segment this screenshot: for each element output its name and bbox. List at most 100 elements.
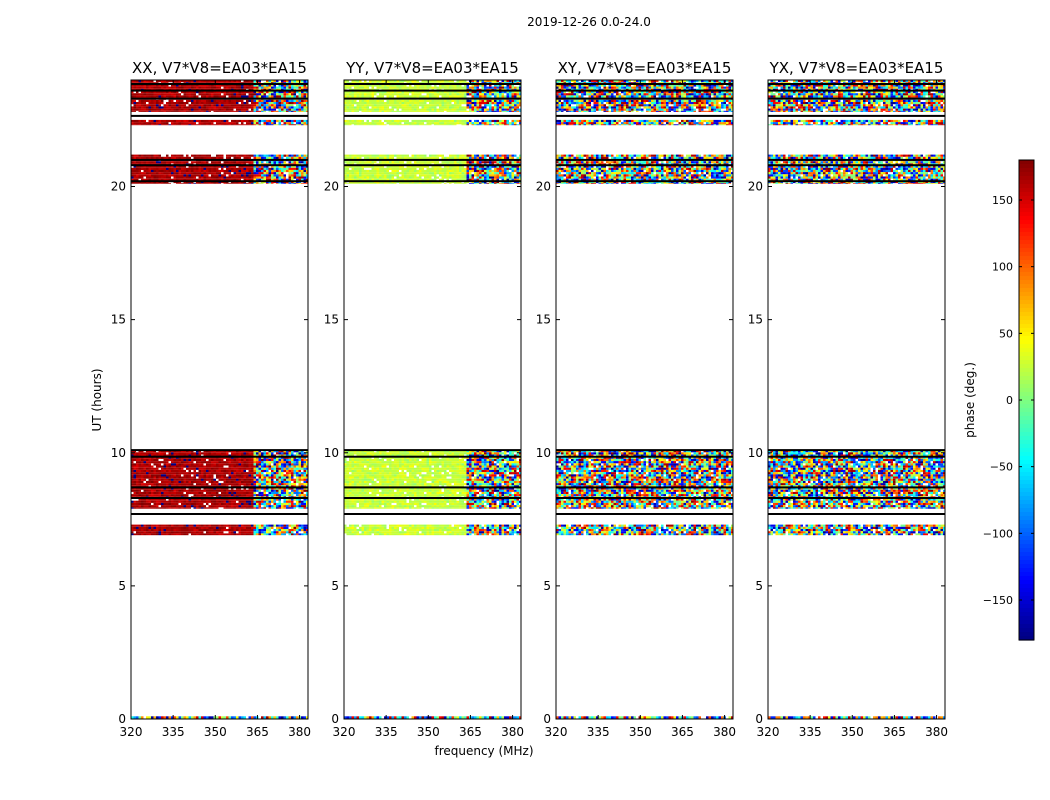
phase-cell (158, 489, 161, 492)
phase-cell (283, 531, 286, 534)
phase-cell (248, 716, 251, 719)
phase-cell (248, 529, 251, 532)
phase-cell (171, 469, 174, 473)
phase-cell (153, 476, 156, 479)
phase-cell (361, 450, 364, 453)
phase-cell (263, 86, 266, 89)
phase-cell (231, 458, 234, 462)
phase-cell (186, 172, 189, 175)
phase-cell (183, 489, 186, 492)
phase-cell (198, 507, 201, 509)
phase-cell (193, 456, 196, 459)
phase-cell (306, 502, 309, 506)
phase-cell (276, 487, 279, 490)
phase-cell (186, 483, 189, 486)
phase-cell (221, 505, 224, 508)
phase-cell (486, 533, 489, 536)
phase-cell (151, 498, 154, 501)
phase-cell (253, 483, 256, 486)
phase-cell (203, 533, 206, 536)
phase-cell (173, 502, 176, 506)
phase-cell (351, 533, 354, 536)
phase-cell (444, 450, 447, 453)
phase-cell (283, 524, 286, 527)
phase-cell (141, 450, 144, 453)
phase-cell (246, 491, 249, 495)
phase-cell (436, 450, 439, 453)
phase-cell (291, 124, 294, 126)
phase-cell (168, 498, 171, 501)
phase-cell (258, 469, 261, 473)
phase-cell (203, 154, 206, 157)
phase-cell (223, 483, 226, 486)
phase-cell (266, 476, 269, 479)
phase-cell (293, 80, 296, 83)
phase-cell (306, 472, 309, 475)
phase-cell (306, 461, 309, 464)
phase-cell (178, 450, 181, 453)
phase-cell (226, 183, 229, 184)
phase-cell (173, 86, 176, 89)
phase-cell (278, 531, 281, 534)
phase-cell (414, 533, 417, 536)
phase-cell (281, 99, 284, 102)
phase-cell (221, 176, 224, 179)
phase-cell (278, 172, 281, 175)
phase-cell (419, 450, 422, 453)
phase-cell (301, 174, 304, 177)
phase-cell (233, 524, 236, 527)
phase-cell (446, 524, 449, 527)
phase-cell (301, 183, 304, 184)
phase-cell (454, 450, 457, 453)
phase-cell (256, 494, 259, 497)
phase-cell (278, 108, 281, 111)
phase-cell (198, 478, 201, 481)
phase-cell (494, 529, 497, 532)
phase-cell (211, 452, 214, 455)
phase-cell (158, 99, 161, 102)
phase-cell (266, 174, 269, 177)
phase-cell (173, 487, 176, 490)
phase-cell (504, 524, 507, 527)
phase-cell (168, 463, 171, 466)
phase-cell (233, 183, 236, 184)
phase-cell (243, 106, 246, 109)
phase-cell (133, 80, 136, 83)
phase-cell (288, 531, 291, 534)
phase-cell (133, 478, 136, 481)
phase-cell (171, 716, 174, 719)
phase-cell (376, 533, 379, 536)
phase-cell (201, 507, 204, 509)
phase-cell (506, 533, 509, 536)
phase-cell (213, 491, 216, 495)
phase-cell (236, 524, 239, 527)
phase-cell (176, 467, 179, 470)
phase-cell (223, 176, 226, 179)
phase-cell (133, 167, 136, 170)
phase-cell (168, 467, 171, 470)
phase-cell (186, 106, 189, 109)
phase-cell (171, 122, 174, 125)
phase-cell (163, 478, 166, 481)
phase-cell (226, 161, 229, 164)
phase-cell (208, 463, 211, 466)
phase-cell (286, 524, 289, 527)
phase-cell (213, 102, 216, 105)
phase-cell (211, 524, 214, 527)
phase-cell (146, 502, 149, 506)
phase-cell (273, 533, 276, 536)
phase-cell (221, 531, 224, 534)
phase-cell (286, 167, 289, 170)
x-tick-label: 320 (120, 725, 143, 739)
phase-cell (216, 84, 219, 87)
phase-cell (136, 494, 139, 497)
phase-cell (253, 531, 256, 534)
phase-cell (251, 463, 254, 466)
phase-cell (206, 476, 209, 479)
phase-cell (236, 533, 239, 536)
phase-cell (296, 487, 299, 490)
phase-cell (211, 526, 214, 529)
phase-cell (251, 526, 254, 529)
phase-cell (196, 531, 199, 534)
phase-cell (213, 498, 216, 501)
